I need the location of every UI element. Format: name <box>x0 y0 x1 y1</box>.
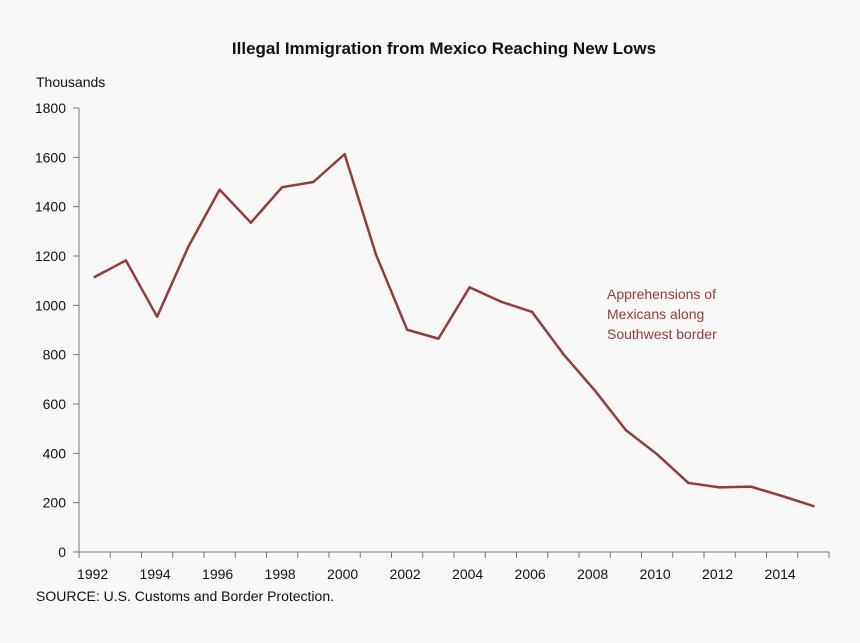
data-point <box>499 300 503 303</box>
y-tick-label: 1800 <box>35 100 66 116</box>
data-point <box>218 188 221 191</box>
annotation-line: Mexicans along <box>607 306 704 322</box>
x-tick-label: 2006 <box>515 566 546 582</box>
data-point <box>405 328 409 331</box>
x-tick-label: 1998 <box>265 566 296 582</box>
data-point <box>312 180 315 184</box>
data-point <box>468 286 471 289</box>
data-point <box>624 428 628 432</box>
x-tick-label: 1994 <box>140 566 171 582</box>
series-layer <box>93 152 815 508</box>
data-point <box>155 315 159 318</box>
x-tick-label: 2000 <box>327 566 358 582</box>
data-point <box>812 504 815 508</box>
data-point <box>124 259 128 262</box>
series-annotation: Apprehensions of Mexicans along Southwest … <box>607 286 717 342</box>
data-point <box>530 310 534 314</box>
x-tick-label: 1992 <box>77 566 108 582</box>
x-tick-label: 2010 <box>640 566 671 582</box>
chart-title: Illegal Immigration from Mexico Reaching… <box>232 39 656 58</box>
y-tick-label: 1200 <box>35 248 66 264</box>
data-point <box>374 253 378 256</box>
data-point <box>93 275 96 279</box>
data-point <box>780 494 784 498</box>
data-point <box>593 388 596 392</box>
x-tick-label: 2004 <box>452 566 483 582</box>
data-point <box>249 221 253 224</box>
y-tick-label: 800 <box>43 347 67 363</box>
data-point <box>655 453 659 456</box>
data-point <box>718 486 721 489</box>
data-point <box>343 152 346 156</box>
series-line <box>93 152 815 508</box>
x-tick-label: 2014 <box>765 566 796 582</box>
data-point <box>280 185 284 189</box>
annotation-line: Apprehensions of <box>607 286 716 302</box>
y-tick-label: 600 <box>43 396 67 412</box>
annotation-line: Southwest border <box>607 326 717 342</box>
y-axis-ticks: 0 200 400 600 800 1000 1200 1400 1600 1800 <box>35 100 79 560</box>
data-point <box>687 481 690 485</box>
y-tick-label: 1600 <box>35 149 66 165</box>
y-axis-unit-label: Thousands <box>36 74 105 90</box>
y-tick-label: 1000 <box>35 297 66 313</box>
data-point <box>437 337 440 340</box>
x-tick-label: 2008 <box>577 566 608 582</box>
data-point <box>562 352 565 356</box>
data-point <box>749 485 753 488</box>
x-tick-label: 2002 <box>390 566 421 582</box>
y-tick-label: 200 <box>43 495 67 511</box>
y-tick-label: 400 <box>43 445 67 461</box>
x-axis-ticks: 1992 1994 1996 1998 2000 2002 2004 2006 2008 2010… <box>77 552 830 582</box>
x-tick-label: 1996 <box>202 566 233 582</box>
source-note: SOURCE: U.S. Customs and Border Protecti… <box>36 588 334 604</box>
x-tick-label: 2012 <box>702 566 733 582</box>
data-point <box>187 245 190 248</box>
y-tick-label: 1400 <box>35 199 66 215</box>
y-tick-label: 0 <box>58 544 66 560</box>
